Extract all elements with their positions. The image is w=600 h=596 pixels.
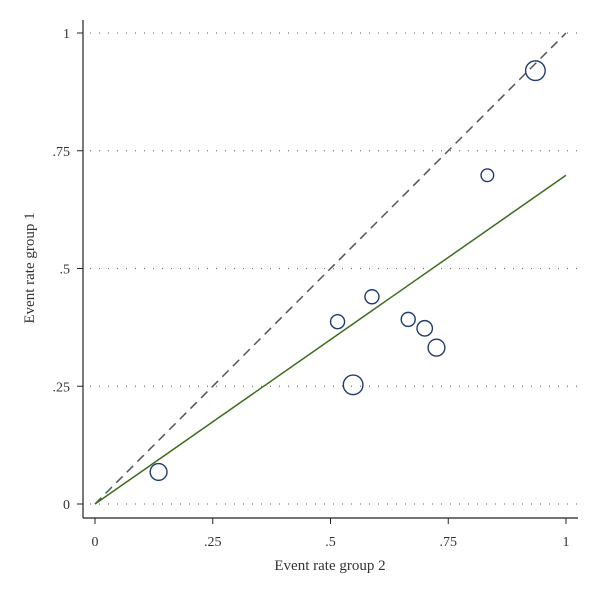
y-axis-ticks: 0 .25 .5 .75 1 <box>53 27 83 513</box>
data-point <box>364 289 380 305</box>
x-tick-label: 0 <box>92 535 99 550</box>
y-tick-label: .25 <box>53 380 71 395</box>
reference-lines <box>94 32 567 505</box>
x-axis-ticks: 0 .25 .5 .75 1 <box>92 518 570 550</box>
data-point <box>427 338 446 357</box>
x-tick-label: .25 <box>204 535 222 550</box>
data-point <box>400 311 416 328</box>
x-tick-label: 1 <box>563 535 570 550</box>
data-points <box>149 60 546 482</box>
x-axis-title: Event rate group 2 <box>274 558 385 574</box>
fitted-regression-line <box>94 174 567 505</box>
y-axis-title: Event rate group 1 <box>22 212 38 323</box>
y-tick-label: 1 <box>63 27 70 42</box>
data-point <box>329 314 346 330</box>
y-tick-label: .5 <box>60 263 71 278</box>
x-tick-label: .75 <box>440 535 458 550</box>
gridlines <box>90 32 578 505</box>
x-tick-label: .5 <box>325 535 336 550</box>
y-tick-label: 0 <box>63 498 70 513</box>
data-point <box>342 374 364 396</box>
data-point <box>480 168 495 183</box>
data-point <box>416 319 434 337</box>
data-point <box>149 462 168 482</box>
identity-reference-line <box>94 32 567 505</box>
data-point <box>524 60 546 82</box>
y-tick-label: .75 <box>53 145 71 160</box>
